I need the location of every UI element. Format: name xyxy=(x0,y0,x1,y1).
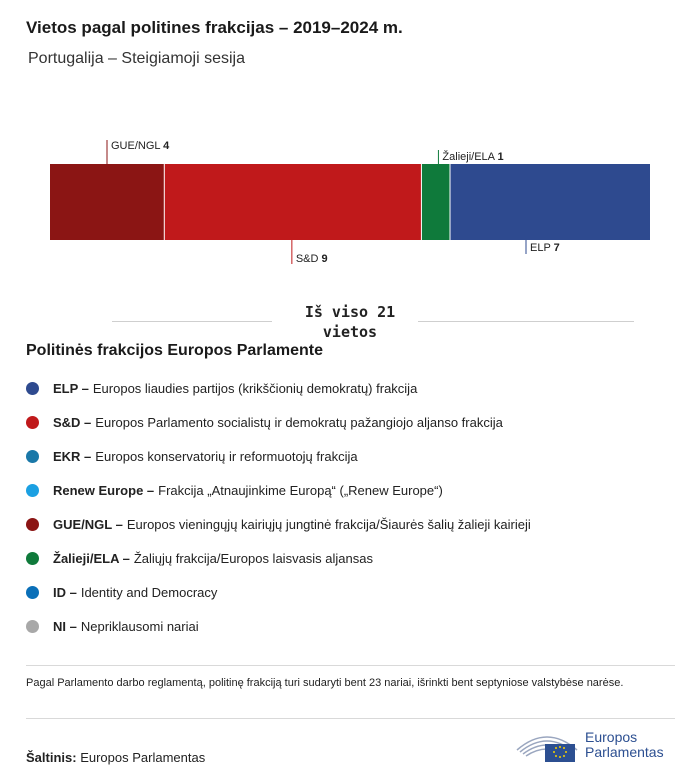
label-gue-ngl: GUE/NGL 4 xyxy=(111,140,170,152)
label--alieji-ela: Žalieji/ELA 1 xyxy=(442,150,503,163)
legend-dot xyxy=(26,619,39,633)
chart-title: Vietos pagal politines frakcijas – 2019–… xyxy=(26,18,403,37)
legend-dot xyxy=(26,517,39,531)
bar-s-d xyxy=(164,164,422,240)
divider-bottom xyxy=(26,718,675,719)
legend-dot xyxy=(26,415,39,429)
divider-top xyxy=(26,665,675,666)
legend-item: EKR – Europos konservatorių ir reformuoto… xyxy=(26,439,531,473)
legend-abbr: ID – xyxy=(53,584,77,600)
legend-desc: Europos Parlamento socialistų ir demokra… xyxy=(95,414,503,430)
label-s-d: S&D 9 xyxy=(296,253,328,265)
ep-logo-text: Europos Parlamentas xyxy=(585,729,664,760)
legend-desc: Frakcija „Atnaujinkime Europą“ („Renew E… xyxy=(158,482,443,498)
chart-subtitle: Portugalija – Steigiamoji sesija xyxy=(28,50,245,67)
legend-dot xyxy=(26,551,39,565)
legend-desc: Žaliųjų frakcija/Europos laisvasis aljan… xyxy=(133,550,373,566)
legend-abbr: S&D – xyxy=(53,414,92,430)
legend-dot xyxy=(26,585,39,599)
label-elp: ELP 7 xyxy=(530,242,560,254)
legend: ELP – Europos liaudies partijos (krikščio… xyxy=(26,371,531,643)
source: Šaltinis: Europos Parlamentas xyxy=(26,750,205,765)
legend-abbr: Žalieji/ELA – xyxy=(53,550,130,566)
legend-item: Renew Europe – Frakcija „Atnaujinkime Eur… xyxy=(26,473,531,507)
legend-desc: Europos liaudies partijos (krikščionių d… xyxy=(92,380,418,396)
legend-item: GUE/NGL – Europos vieningųjų kairiųjų jun… xyxy=(26,507,531,541)
total-divider-right xyxy=(418,321,634,322)
ep-logo: Europos Parlamentas xyxy=(515,728,664,762)
legend-dot xyxy=(26,449,39,463)
legend-abbr: ELP – xyxy=(53,380,89,396)
stacked-bar-chart: GUE/NGL 4 S&D 9 Žalieji/ELA 1 ELP 7 xyxy=(50,140,650,265)
source-value: Europos Parlamentas xyxy=(80,750,206,765)
legend-abbr: GUE/NGL – xyxy=(53,516,123,532)
legend-item: ELP – Europos liaudies partijos (krikščio… xyxy=(26,371,531,405)
legend-item: NI – Nepriklausomi nariai xyxy=(26,609,531,643)
legend-item: S&D – Europos Parlamento socialistų ir de… xyxy=(26,405,531,439)
legend-desc: Europos vieningųjų kairiųjų jungtinė fra… xyxy=(126,516,531,532)
legend-desc: Europos konservatorių ir reformuotojų fr… xyxy=(95,448,358,464)
total-label: Iš viso 21 vietos xyxy=(304,303,396,341)
bar--alieji-ela xyxy=(421,164,450,240)
bar-elp xyxy=(450,164,650,240)
legend-abbr: NI – xyxy=(53,618,77,634)
source-label: Šaltinis: xyxy=(26,750,77,765)
footnote: Pagal Parlamento darbo reglamentą, polit… xyxy=(26,677,624,689)
legend-desc: Identity and Democracy xyxy=(80,584,218,600)
total-divider-left xyxy=(112,321,272,322)
legend-item: ID – Identity and Democracy xyxy=(26,575,531,609)
legend-dot xyxy=(26,483,39,497)
legend-desc: Nepriklausomi nariai xyxy=(80,618,199,634)
legend-dot xyxy=(26,381,39,395)
legend-item: Žalieji/ELA – Žaliųjų frakcija/Europos la… xyxy=(26,541,531,575)
total-seats: Iš viso 21 vietos xyxy=(0,302,700,342)
legend-abbr: Renew Europe – xyxy=(53,482,155,498)
legend-title: Politinės frakcijos Europos Parlamente xyxy=(26,342,323,359)
legend-abbr: EKR – xyxy=(53,448,92,464)
bar-gue-ngl xyxy=(50,164,165,240)
ep-emblem-icon xyxy=(516,736,578,762)
